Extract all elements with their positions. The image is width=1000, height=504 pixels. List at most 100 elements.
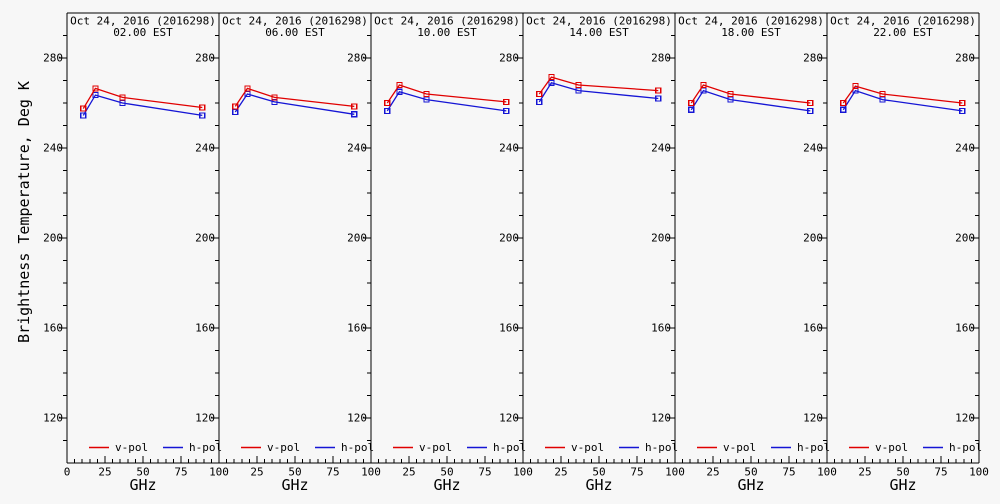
legend-v-pol-label: v-pol — [723, 441, 756, 454]
x-tick-label: 75 — [174, 466, 187, 479]
y-tick-label: 120 — [347, 412, 367, 425]
h-pol-marker — [688, 106, 695, 113]
legend-v-pol-label: v-pol — [571, 441, 604, 454]
y-tick-label: 200 — [347, 232, 367, 245]
v-pol-marker — [80, 105, 87, 112]
v-pol-marker — [879, 90, 886, 98]
y-tick-label: 240 — [955, 142, 975, 155]
y-tick-label: 240 — [803, 142, 823, 155]
y-axis-4: 120 160 200 240 280 — [651, 13, 676, 463]
x-tick-label: 75 — [478, 466, 491, 479]
panel-1: Oct 24, 2016 (2016298)02.00 EST 0 25 50 75 10… — [64, 15, 229, 495]
h-pol-line — [82, 94, 203, 117]
v-pol-marker — [271, 94, 278, 101]
h-pol-marker — [655, 95, 662, 102]
y-axis-6: 120 160 200 240 280 — [955, 13, 980, 463]
v-pol-marker — [959, 99, 966, 107]
h-pol-marker — [199, 112, 206, 119]
x-tick-label: 100 — [969, 466, 989, 479]
x-tick-label: 25 — [250, 466, 263, 479]
x-tick-label: 100 — [513, 466, 533, 479]
x-axis-title: GHz — [585, 476, 612, 494]
y-tick-label: 160 — [803, 322, 823, 335]
y-tick-label: 200 — [499, 232, 519, 245]
panel-5: Oct 24, 2016 (2016298)18.00 EST 25 50 75 100… — [674, 15, 837, 494]
y-tick-label: 160 — [347, 322, 367, 335]
y-axis-2: 120 160 200 240 280 — [347, 13, 372, 463]
y-tick-label: 200 — [803, 232, 823, 245]
y-tick-label: 240 — [43, 142, 63, 155]
legend-h-pol-label: h-pol — [189, 441, 222, 454]
v-pol-marker — [232, 103, 239, 110]
legend-h-pol-label: h-pol — [645, 441, 678, 454]
v-pol-marker — [119, 94, 126, 101]
panel-title-date: Oct 24, 2016 (2016298) — [678, 15, 824, 28]
y-tick-label: 280 — [43, 52, 63, 65]
x-axis-title: GHz — [129, 476, 156, 494]
y-tick-label: 280 — [803, 52, 823, 65]
y-axis-0: 120 160 200 240 280 — [43, 13, 68, 463]
v-pol-marker — [548, 73, 555, 81]
x-tick-label: 50 — [440, 466, 453, 479]
h-pol-marker — [92, 91, 99, 99]
h-pol-marker — [80, 112, 87, 119]
v-pol-line — [82, 87, 203, 109]
y-axis-1: 120 160 200 240 280 — [195, 13, 220, 463]
y-tick-label: 200 — [651, 232, 671, 245]
v-pol-marker — [727, 90, 734, 98]
y-tick-label: 240 — [347, 142, 367, 155]
x-tick-label: 25 — [706, 466, 719, 479]
y-tick-label: 280 — [499, 52, 519, 65]
x-tick-label: 75 — [326, 466, 339, 479]
y-tick-label: 240 — [651, 142, 671, 155]
legend-h-pol-label: h-pol — [797, 441, 830, 454]
h-pol-marker — [536, 98, 543, 106]
v-pol-line — [690, 84, 811, 104]
legend-h-pol-label: h-pol — [341, 441, 374, 454]
x-tick-label: 50 — [592, 466, 605, 479]
h-pol-marker — [351, 111, 358, 118]
x-tick-label: 25 — [554, 466, 567, 479]
legend-v-pol-label: v-pol — [267, 441, 300, 454]
h-pol-marker — [396, 88, 403, 95]
v-pol-marker — [840, 99, 847, 107]
panel-title-date: Oct 24, 2016 (2016298) — [374, 15, 520, 28]
y-tick-label: 160 — [955, 322, 975, 335]
v-pol-marker — [199, 104, 206, 111]
panel-2: Oct 24, 2016 (2016298)06.00 EST 25 50 75 100… — [218, 15, 381, 494]
y-tick-label: 160 — [43, 322, 63, 335]
x-tick-label: 75 — [630, 466, 643, 479]
v-pol-line — [842, 85, 963, 104]
x-tick-label: 50 — [288, 466, 301, 479]
h-pol-line — [386, 91, 507, 112]
h-pol-line — [234, 93, 355, 115]
legend-v-pol-label: v-pol — [875, 441, 908, 454]
y-tick-label: 120 — [955, 412, 975, 425]
x-tick-label: 50 — [136, 466, 149, 479]
y-tick-label: 160 — [651, 322, 671, 335]
legend-h-pol-label: h-pol — [949, 441, 982, 454]
v-pol-marker — [575, 81, 582, 89]
x-tick-label: 50 — [744, 466, 757, 479]
panel-title-time: 22.00 EST — [873, 26, 933, 39]
v-pol-marker — [423, 90, 430, 98]
v-pol-marker — [92, 85, 99, 92]
v-pol-marker — [244, 85, 251, 92]
y-tick-label: 200 — [195, 232, 215, 245]
h-pol-marker — [840, 106, 847, 113]
v-pol-marker — [503, 98, 510, 106]
panel-title-time: 10.00 EST — [417, 26, 477, 39]
x-axis-title: GHz — [281, 476, 308, 494]
y-tick-label: 160 — [499, 322, 519, 335]
v-pol-line — [538, 76, 659, 95]
h-pol-line — [690, 89, 811, 112]
legend-v-pol-label: v-pol — [115, 441, 148, 454]
panel-title-time: 14.00 EST — [569, 26, 629, 39]
x-tick-label: 25 — [98, 466, 111, 479]
x-axis-title: GHz — [433, 476, 460, 494]
x-tick-label: 0 — [64, 466, 71, 479]
y-tick-label: 160 — [195, 322, 215, 335]
